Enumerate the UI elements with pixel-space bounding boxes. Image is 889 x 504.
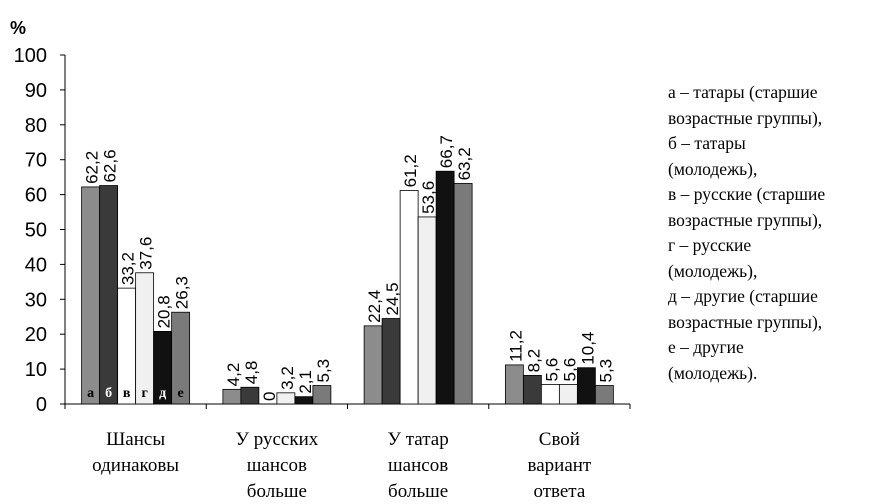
y-tick-label: 20 xyxy=(25,324,47,346)
legend-entry: возрастные группы), xyxy=(668,311,823,332)
category-label: одинаковы xyxy=(92,455,179,476)
bar xyxy=(363,325,383,405)
data-label: 5,3 xyxy=(314,359,333,383)
data-label: 3,2 xyxy=(278,366,297,390)
data-label: 61,2 xyxy=(401,154,420,187)
legend-entry: (молодежь), xyxy=(668,260,758,281)
category-label: ответа xyxy=(533,481,585,502)
series-letter: е xyxy=(178,386,184,401)
legend-entry: в – русские (старшие xyxy=(668,184,826,204)
y-tick-label: 50 xyxy=(25,220,47,242)
bar xyxy=(522,374,542,405)
data-label: 22,4 xyxy=(365,290,384,323)
data-label: 5,6 xyxy=(542,358,561,382)
data-label: 62,2 xyxy=(83,151,102,184)
bar xyxy=(435,170,455,405)
y-tick-label: 30 xyxy=(25,289,47,311)
bar xyxy=(171,311,191,405)
data-label: 53,6 xyxy=(419,181,438,214)
series-letter: в xyxy=(123,386,131,401)
data-label: 0 xyxy=(260,392,279,401)
legend-entry: г – русские xyxy=(668,235,752,255)
category-label: шансов xyxy=(247,455,307,476)
legend-entry: а – татары (старшие xyxy=(668,82,818,102)
legend-entry: (молодежь), xyxy=(668,158,758,179)
data-label: 33,2 xyxy=(119,252,138,285)
legend-entry: б – татары xyxy=(668,133,746,153)
legend-entry: е – другие xyxy=(668,337,744,357)
y-tick-label: 60 xyxy=(25,185,47,207)
category-label: шансов xyxy=(388,455,448,476)
category-label: вариант xyxy=(528,455,592,476)
legend-entry: д – другие (старшие xyxy=(668,286,818,306)
bar xyxy=(312,385,332,405)
data-label: 5,6 xyxy=(560,358,579,382)
series-letter: д xyxy=(159,386,166,401)
y-axis-label: % xyxy=(10,18,26,38)
category-label: больше xyxy=(247,481,307,502)
bar xyxy=(381,318,401,405)
bar xyxy=(399,190,419,405)
legend-entry: (молодежь). xyxy=(668,362,758,383)
bar xyxy=(417,216,437,405)
bar xyxy=(453,183,473,405)
y-tick-label: 10 xyxy=(25,359,47,381)
data-label: 37,6 xyxy=(137,237,156,270)
category-label: Свой xyxy=(539,429,580,450)
y-tick-label: 100 xyxy=(14,45,47,67)
legend: а – татары (старшие возрастные группы), … xyxy=(668,80,886,386)
category-label: Шансы xyxy=(106,429,165,450)
data-label: 5,3 xyxy=(596,359,615,383)
data-label: 2,1 xyxy=(296,370,315,394)
bar xyxy=(294,396,314,405)
legend-entry: возрастные группы), xyxy=(668,107,823,128)
y-tick-label: 0 xyxy=(36,394,47,416)
bar xyxy=(594,385,614,405)
y-tick-label: 80 xyxy=(25,115,47,137)
data-label: 20,8 xyxy=(155,295,174,328)
bar xyxy=(99,185,119,405)
bar xyxy=(276,392,296,405)
series-letter: б xyxy=(105,386,112,401)
bar xyxy=(576,367,596,405)
series-letter: а xyxy=(87,386,94,401)
series-letter: г xyxy=(141,386,147,401)
data-label: 62,6 xyxy=(101,149,120,182)
data-label: 24,5 xyxy=(383,282,402,315)
data-label: 4,2 xyxy=(224,363,243,387)
bar xyxy=(540,384,560,405)
data-label: 4,8 xyxy=(242,361,261,385)
bar xyxy=(81,186,101,405)
y-tick-label: 90 xyxy=(25,80,47,102)
category-label: У русских xyxy=(236,429,319,450)
bar xyxy=(558,384,578,405)
data-label: 66,7 xyxy=(437,135,456,168)
bar xyxy=(504,364,524,405)
data-label: 8,2 xyxy=(524,349,543,373)
data-label: 11,2 xyxy=(506,330,525,362)
category-label: У татар xyxy=(388,429,449,450)
data-label: 26,3 xyxy=(173,276,192,309)
data-label: 63,2 xyxy=(455,147,474,180)
bar xyxy=(240,386,260,405)
bar xyxy=(135,272,155,405)
category-label: больше xyxy=(388,481,448,502)
data-label: 10,4 xyxy=(578,332,597,365)
y-tick-label: 40 xyxy=(25,254,47,276)
bar xyxy=(222,388,242,405)
legend-entry: возрастные группы), xyxy=(668,209,823,230)
y-tick-label: 70 xyxy=(25,150,47,172)
